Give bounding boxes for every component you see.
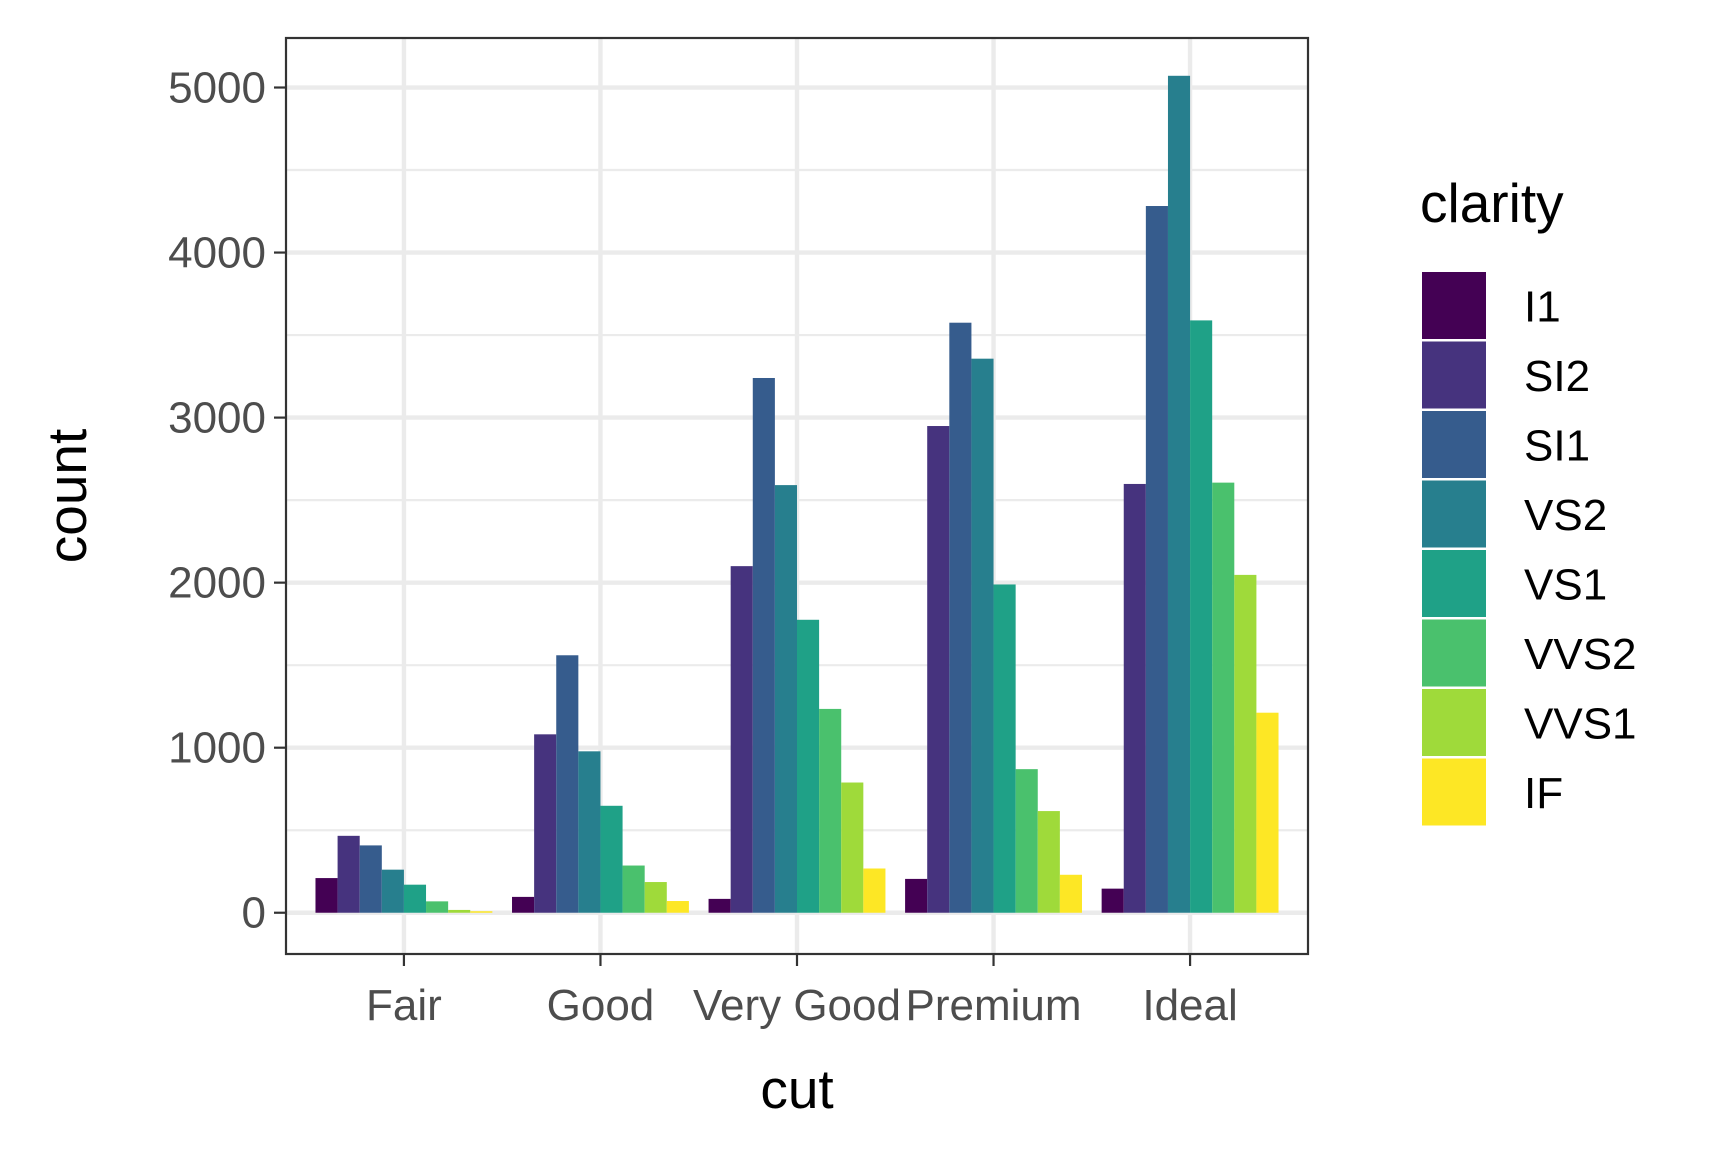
bar-si2-fair [337,835,360,913]
bar-i1-good [512,896,535,913]
bar-si1-ideal [1145,206,1168,913]
bar-si1-fair [359,845,382,913]
bar-if-premium [1059,874,1082,913]
y-tick-label: 3000 [168,394,266,443]
bar-if-fair [470,911,493,913]
bar-si1-good [556,655,579,913]
bar-vvs1-premium [1037,811,1060,913]
bar-vs2-very-good [774,485,797,913]
bar-si2-good [534,734,557,913]
x-tick-label: Good [547,981,655,1030]
bar-if-ideal [1256,712,1279,913]
bar-si1-premium [949,322,972,913]
legend-key-vs2 [1422,480,1486,548]
bars-layer [315,75,1279,913]
y-tick-label: 5000 [168,64,266,113]
bar-vs1-premium [993,584,1016,913]
bar-vvs1-very-good [841,782,864,913]
bar-vs2-good [578,751,601,913]
y-tick-label: 1000 [168,724,266,773]
legend-label-vs2: VS2 [1524,491,1607,540]
bar-vs2-fair [381,869,404,913]
legend-key-vvs1 [1422,689,1486,756]
bar-si1-very-good [752,377,775,913]
legend-items: I1 SI2 SI1 VS2 VS1 VVS2 VVS1 IF [1422,272,1637,826]
bar-vvs2-good [622,865,645,913]
bar-vvs1-good [644,882,667,913]
bar-vs1-good [600,805,623,913]
y-tick-label: 4000 [168,229,266,278]
legend-key-vvs2 [1422,619,1486,687]
bar-i1-fair [315,878,338,913]
bar-if-good [666,901,689,913]
x-tick-label: Ideal [1142,981,1237,1030]
bar-vs1-ideal [1190,320,1213,913]
bar-i1-ideal [1101,888,1124,913]
y-tick-label: 2000 [168,559,266,608]
legend-label-if: IF [1524,769,1563,818]
legend-key-si2 [1422,341,1486,409]
bar-vs1-very-good [797,619,820,913]
legend-key-vs1 [1422,550,1486,617]
bar-vvs2-very-good [819,708,842,913]
x-tick-label: Fair [366,981,442,1030]
bar-vs2-ideal [1167,75,1191,913]
bar-vvs2-ideal [1212,482,1235,913]
legend-title: clarity [1420,172,1564,234]
legend-label-si2: SI2 [1524,352,1590,401]
x-axis-title: cut [760,1058,833,1120]
bar-si2-very-good [730,566,753,913]
bar-vs1-fair [403,884,427,913]
bar-i1-premium [905,878,928,913]
bar-vvs2-premium [1015,769,1038,913]
bar-vvs1-ideal [1234,574,1257,913]
legend-label-si1: SI1 [1524,422,1590,471]
bar-vvs2-fair [426,901,449,913]
legend-label-vvs1: VVS1 [1524,700,1637,749]
bar-vvs1-fair [448,909,471,913]
bar-si2-ideal [1123,483,1146,913]
y-axis: 0 1000 2000 3000 4000 5000 [168,64,286,938]
bar-si2-premium [927,426,950,913]
legend-key-si1 [1422,411,1486,478]
legend-key-i1 [1422,272,1486,339]
legend-label-i1: I1 [1524,283,1561,332]
legend-label-vs1: VS1 [1524,561,1607,610]
x-tick-label: Very Good [693,981,901,1030]
y-axis-title: count [36,429,98,564]
x-axis: Fair Good Very Good Premium Ideal [366,954,1238,1030]
legend: clarity I1 SI2 SI1 VS2 VS1 VVS2 VVS1 IF [1420,172,1637,826]
bar-vs2-premium [971,358,994,913]
legend-key-if [1422,758,1486,826]
legend-label-vvs2: VVS2 [1524,630,1637,679]
x-tick-label: Premium [906,981,1082,1030]
bar-if-very-good [863,868,886,913]
y-tick-label: 0 [242,889,266,938]
bar-i1-very-good [708,898,731,913]
